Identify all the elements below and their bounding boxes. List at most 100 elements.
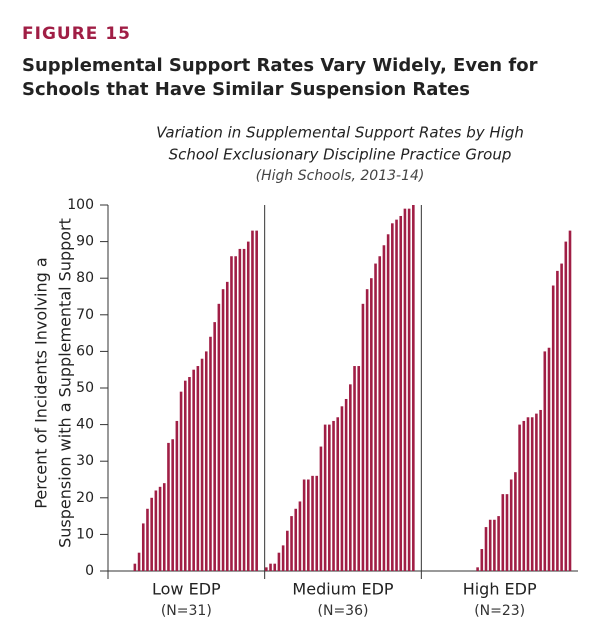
bar (493, 519, 496, 571)
x-category-label: Medium EDP (292, 580, 393, 599)
bar (302, 479, 306, 571)
bar (162, 483, 166, 571)
bar (281, 545, 285, 571)
bar (395, 219, 398, 571)
bar (150, 497, 153, 571)
bar (556, 270, 559, 571)
bar (192, 369, 195, 571)
bar (154, 490, 158, 571)
bar (501, 494, 505, 571)
subtitle-line: School Exclusionary Discipline Practice … (169, 146, 512, 164)
bar (290, 516, 293, 571)
bar (315, 475, 319, 571)
bar (311, 475, 314, 571)
bar (399, 215, 403, 572)
y-tick-label: 50 (76, 380, 94, 396)
bar (146, 508, 149, 571)
y-tick-label: 20 (76, 490, 94, 506)
bar (204, 351, 208, 571)
x-category-label: Low EDP (152, 580, 221, 599)
x-category-label: High EDP (463, 580, 537, 599)
figure-label: FIGURE 15 (22, 24, 131, 44)
bar (242, 248, 246, 572)
bar (265, 567, 268, 571)
bar (522, 420, 526, 571)
bar (328, 424, 331, 571)
bar (391, 223, 394, 572)
bar (518, 424, 521, 571)
bar (412, 205, 415, 571)
subtitle-line: Variation in Supplemental Support Rates … (156, 124, 524, 142)
bar (286, 530, 289, 571)
bar (535, 413, 538, 571)
bar (167, 442, 170, 571)
bar (514, 472, 517, 571)
bar (294, 508, 298, 571)
bar (378, 256, 382, 571)
y-tick-label: 100 (67, 197, 94, 213)
y-tick-label: 0 (85, 563, 94, 579)
bar (530, 417, 534, 571)
title-line: Supplemental Support Rates Vary Widely, … (22, 55, 538, 76)
bar (497, 516, 500, 571)
bar (403, 208, 407, 571)
bar (179, 391, 183, 571)
bar (213, 322, 216, 571)
bar (539, 409, 542, 571)
y-axis-label: Suspension with a Supplemental Support (56, 218, 75, 548)
title-line: Schools that Have Similar Suspension Rat… (22, 79, 470, 100)
bar (509, 479, 513, 571)
bar (488, 519, 492, 571)
bar (340, 406, 344, 571)
bar (246, 241, 250, 571)
bar (171, 439, 174, 571)
x-category-sublabel: (N=23) (474, 603, 525, 619)
bar (277, 552, 281, 571)
y-tick-label: 30 (76, 453, 94, 469)
bar (386, 234, 390, 571)
bar (365, 289, 369, 571)
bar (336, 417, 340, 571)
y-tick-label: 90 (76, 234, 94, 250)
bar (568, 230, 572, 571)
bar (323, 424, 327, 571)
bar (357, 366, 361, 571)
bar (251, 230, 254, 571)
x-category-sublabel: (N=36) (318, 603, 369, 619)
bar (183, 380, 187, 571)
bar (476, 567, 479, 571)
bar (547, 347, 551, 571)
bar (234, 256, 237, 571)
y-tick-label: 10 (76, 526, 94, 542)
bar (188, 377, 191, 571)
bar (200, 358, 204, 571)
bar (196, 366, 200, 571)
bar (137, 552, 141, 571)
bar (269, 563, 272, 571)
x-category-sublabel: (N=31) (161, 603, 212, 619)
bar (209, 336, 212, 571)
bar (255, 230, 258, 571)
y-tick-label: 40 (76, 417, 94, 433)
y-tick-label: 80 (76, 270, 94, 286)
bar (230, 256, 233, 571)
bar (353, 366, 356, 571)
bar (175, 420, 179, 571)
bar (370, 278, 373, 571)
bar (407, 208, 411, 571)
bar (319, 446, 323, 571)
bar (344, 398, 348, 571)
bar (298, 501, 302, 571)
bar (307, 479, 310, 571)
bar (560, 263, 563, 571)
bar (480, 549, 484, 571)
bar (505, 494, 509, 571)
bar (374, 263, 377, 571)
bar (332, 420, 335, 571)
bar (526, 417, 530, 571)
bar (225, 281, 229, 571)
bar (158, 486, 162, 571)
subtitle-line: (High Schools, 2013-14) (256, 168, 425, 184)
bar (238, 248, 242, 572)
